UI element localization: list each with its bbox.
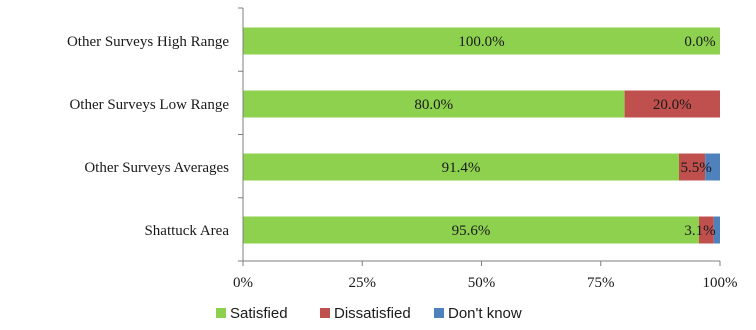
- x-tick-label-1: 25%: [349, 275, 377, 291]
- legend-label-2: Don't know: [448, 305, 522, 322]
- data-label-satisfied-2: 91.4%: [442, 160, 481, 176]
- data-label-dissatisfied-0: 0.0%: [684, 34, 715, 50]
- data-label-dissatisfied-1: 20.0%: [653, 97, 692, 113]
- bar-dissatisfied-1: [624, 90, 720, 118]
- x-tick-label-3: 75%: [587, 275, 615, 291]
- category-label-1: Other Surveys Low Range: [69, 97, 229, 113]
- category-label-0: Other Surveys High Range: [67, 34, 229, 50]
- data-label-satisfied-3: 95.6%: [452, 223, 491, 239]
- legend-swatch-1: [320, 308, 330, 318]
- bar-satisfied-1: [243, 90, 625, 118]
- category-labels-layer: Other Surveys High Range Other Surveys Lo…: [67, 7, 243, 262]
- legend-label-1: Dissatisfied: [334, 305, 411, 322]
- x-tick-label-2: 50%: [468, 275, 496, 291]
- bar-satisfied-0: [243, 27, 720, 55]
- x-tick-labels-layer: 0% 25% 50% 75% 100%: [233, 261, 738, 291]
- bars-layer: [243, 27, 720, 244]
- bar-don-t-know-2: [705, 153, 720, 181]
- category-label-3: Shattuck Area: [144, 223, 229, 239]
- legend-swatch-2: [434, 308, 444, 318]
- data-label-satisfied-0: 100.0%: [458, 34, 504, 50]
- data-label-satisfied-1: 80.0%: [414, 97, 453, 113]
- x-tick-label-4: 100%: [703, 275, 738, 291]
- bar-dissatisfied-3: [699, 216, 714, 244]
- data-labels-layer: 100.0% 0.0% 80.0% 20.0% 91.4% 5.5% 95.6% 3.1%: [414, 34, 715, 239]
- data-label-dissatisfied-3: 3.1%: [684, 223, 715, 239]
- legend-label-0: Satisfied: [230, 305, 288, 322]
- category-label-2: Other Surveys Averages: [84, 160, 229, 176]
- x-tick-label-0: 0%: [233, 275, 253, 291]
- bar-satisfied-2: [243, 153, 679, 181]
- bar-dissatisfied-2: [678, 153, 706, 181]
- data-label-dissatisfied-2: 5.5%: [680, 160, 711, 176]
- legend-swatch-0: [216, 308, 226, 318]
- bar-don-t-know-3: [713, 216, 720, 244]
- legend: Satisfied Dissatisfied Don't know: [216, 305, 522, 322]
- bar-satisfied-3: [243, 216, 700, 244]
